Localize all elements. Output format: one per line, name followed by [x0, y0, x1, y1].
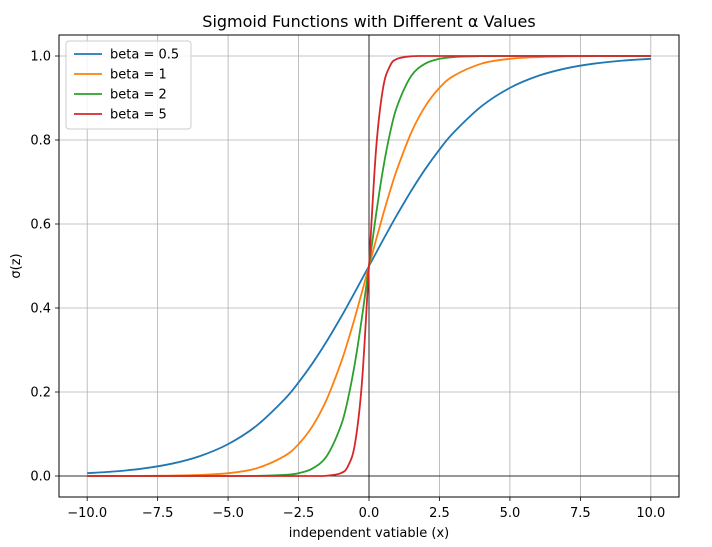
y-tick-label: 0.2 — [30, 386, 51, 401]
chart-title: Sigmoid Functions with Different α Value… — [202, 12, 535, 31]
y-tick-label: 0.6 — [30, 218, 51, 233]
legend-label: beta = 1 — [110, 68, 167, 83]
series-line-4 — [87, 55, 651, 477]
legend: beta = 0.5 beta = 1 beta = 2 beta = 5 — [65, 40, 192, 130]
x-tick-label: −2.5 — [283, 506, 315, 521]
legend-label: beta = 5 — [110, 108, 167, 123]
x-axis-label: independent vatiable (x) — [289, 526, 449, 541]
y-tick-label: 1.0 — [30, 50, 51, 65]
legend-box — [65, 40, 192, 130]
x-tick-label: 10.0 — [636, 506, 665, 521]
y-tick-label: 0.8 — [30, 134, 51, 149]
legend-label: beta = 0.5 — [110, 48, 179, 63]
x-tick-label: −10.0 — [67, 506, 107, 521]
x-tick-label: 2.5 — [429, 506, 450, 521]
x-tick-label: −5.0 — [212, 506, 244, 521]
x-tick-label: −7.5 — [142, 506, 174, 521]
y-axis-label: σ(z) — [9, 253, 24, 278]
y-tick-label: 0.0 — [30, 470, 51, 485]
x-tick-label: 7.5 — [570, 506, 591, 521]
y-tick-label: 0.4 — [30, 302, 51, 317]
legend-label: beta = 2 — [110, 88, 167, 103]
x-tick-label: 5.0 — [500, 506, 521, 521]
x-axis-ticks: −10.0 −7.5 −5.0 −2.5 0.0 2.5 5.0 7.5 10.0 — [67, 497, 665, 521]
y-axis-ticks: 0.0 0.2 0.4 0.6 0.8 1.0 — [30, 50, 59, 485]
x-tick-label: 0.0 — [359, 506, 380, 521]
series-layer — [87, 55, 651, 477]
